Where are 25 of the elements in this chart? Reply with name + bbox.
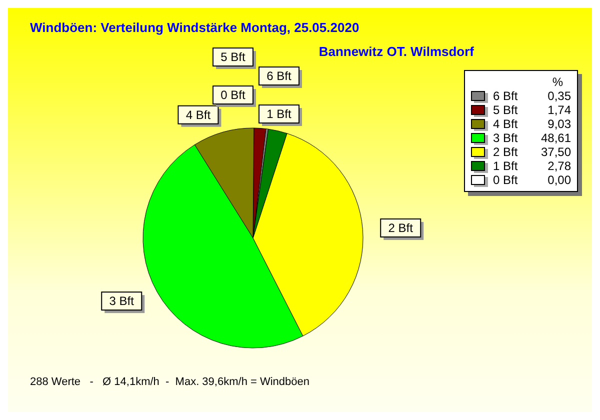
slice-label: 2 Bft — [388, 220, 414, 235]
data-label: 0,35 — [546, 89, 571, 103]
data-label: 37,50 — [540, 145, 571, 159]
category-label: 6 Bft — [266, 69, 292, 83]
slice-label: 3 Bft — [109, 294, 135, 308]
chart-title: Windböen: Verteilung Windstärke Montag, 25.05.2020 — [30, 20, 360, 35]
legend-label: 4 Bft — [493, 117, 519, 131]
legend-label: 1 Bft — [493, 159, 519, 173]
legend-label: 0 Bft — [493, 173, 519, 187]
chart-subtitle: Bannewitz OT. Wilmsdorf — [318, 44, 474, 59]
slice-label: 4 Bft — [186, 108, 212, 122]
category-label: 0 Bft — [220, 88, 246, 102]
data-label: 2,78 — [546, 159, 571, 173]
legend-title: % — [551, 75, 564, 89]
category-label: 5 Bft — [220, 50, 246, 64]
legend-label: 3 Bft — [493, 131, 519, 145]
legend-label: 6 Bft — [493, 89, 519, 103]
legend-label: 5 Bft — [493, 103, 519, 117]
data-label: 9,03 — [546, 117, 571, 131]
slice-label: 1 Bft — [266, 107, 292, 121]
text: 288 Werte - Ø 14,1km/h - Max. 39,6km/h = Windböen — [30, 376, 310, 388]
data-label: 1,74 — [546, 103, 571, 117]
data-label: 48,61 — [540, 131, 571, 145]
legend-label: 2 Bft — [493, 145, 519, 159]
text: 0,00 — [548, 173, 571, 187]
